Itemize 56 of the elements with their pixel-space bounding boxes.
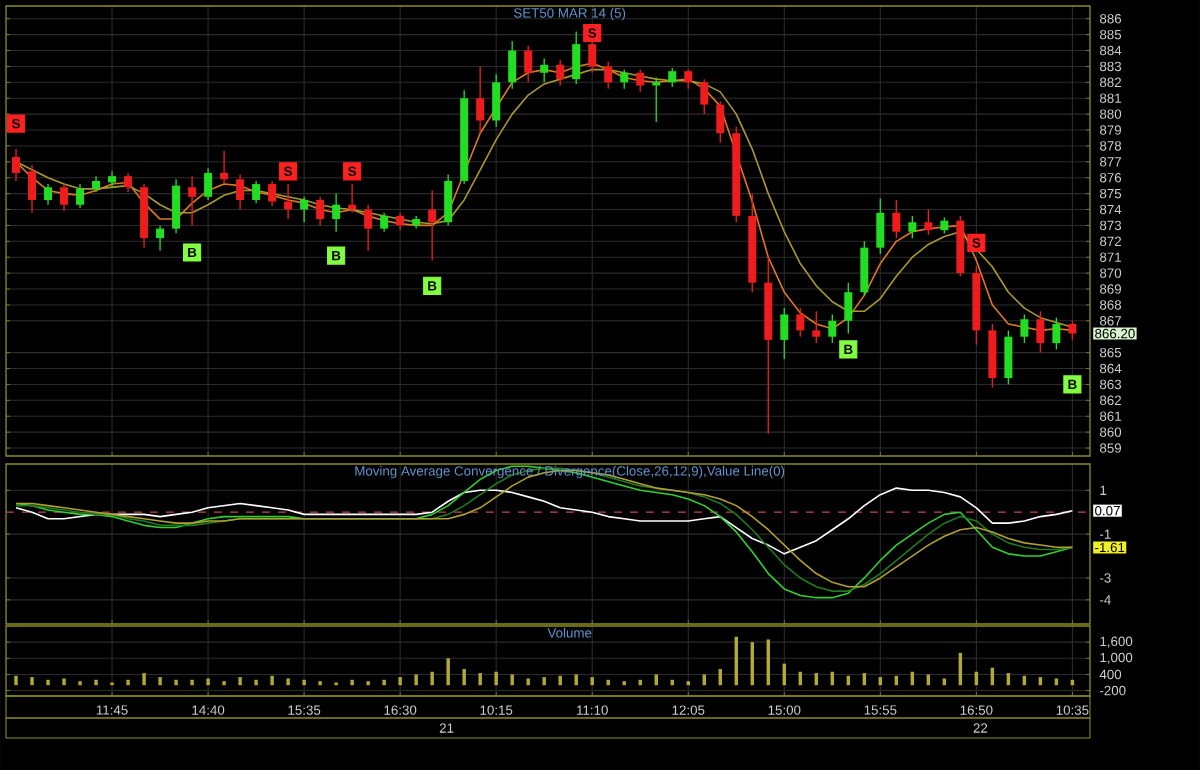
candlestick: [332, 192, 341, 233]
candlestick: [44, 183, 53, 206]
candlestick: [156, 224, 165, 252]
candlestick: [108, 170, 117, 188]
candlestick: [892, 199, 901, 239]
candlestick: [556, 59, 565, 87]
candlestick: [1020, 313, 1029, 344]
candlestick: [588, 40, 597, 74]
candlestick: [60, 183, 69, 212]
candlestick: [172, 178, 181, 235]
candlestick: [860, 240, 869, 297]
candlestick: [12, 148, 21, 182]
candlestick: [268, 180, 277, 208]
candlestick: [812, 310, 821, 344]
candlestick: [716, 100, 725, 144]
candlestick: [780, 307, 789, 360]
candlestick: [236, 173, 245, 211]
candlestick: [204, 167, 213, 201]
candlestick: [1036, 310, 1045, 354]
candlestick: [540, 57, 549, 83]
candlestick: [988, 323, 997, 389]
candlestick: [492, 73, 501, 128]
candlestick: [700, 78, 709, 115]
candlestick: [76, 183, 85, 209]
candlestick: [524, 45, 533, 83]
candlestick: [876, 197, 885, 255]
candlestick: [476, 65, 485, 134]
candlestick: [444, 173, 453, 227]
candlestick: [828, 313, 837, 344]
candlestick: [284, 183, 293, 220]
candlestick: [380, 212, 389, 233]
candlestick: [636, 68, 645, 93]
candlestick: [620, 68, 629, 90]
candlestick: [652, 76, 661, 123]
candlestick: [300, 196, 309, 223]
candlestick: [28, 164, 37, 214]
candlestick: [684, 68, 693, 90]
candlestick: [348, 183, 357, 214]
candlestick: [316, 196, 325, 227]
candlestick: [1052, 316, 1061, 351]
candlestick: [124, 172, 133, 193]
candlestick: [1004, 329, 1013, 386]
candlestick: [668, 67, 677, 88]
candlestick: [796, 307, 805, 338]
candlestick: [428, 189, 437, 262]
candlestick: [844, 281, 853, 335]
candlestick: [604, 60, 613, 90]
candlestick: [364, 204, 373, 252]
candlestick: [252, 180, 261, 204]
candlestick: [572, 30, 581, 85]
candlestick: [188, 175, 197, 227]
candlestick: [220, 150, 229, 185]
candlestick: [1068, 320, 1077, 341]
candlestick: [908, 215, 917, 239]
candlestick: [508, 40, 517, 90]
candlestick: [924, 208, 933, 236]
